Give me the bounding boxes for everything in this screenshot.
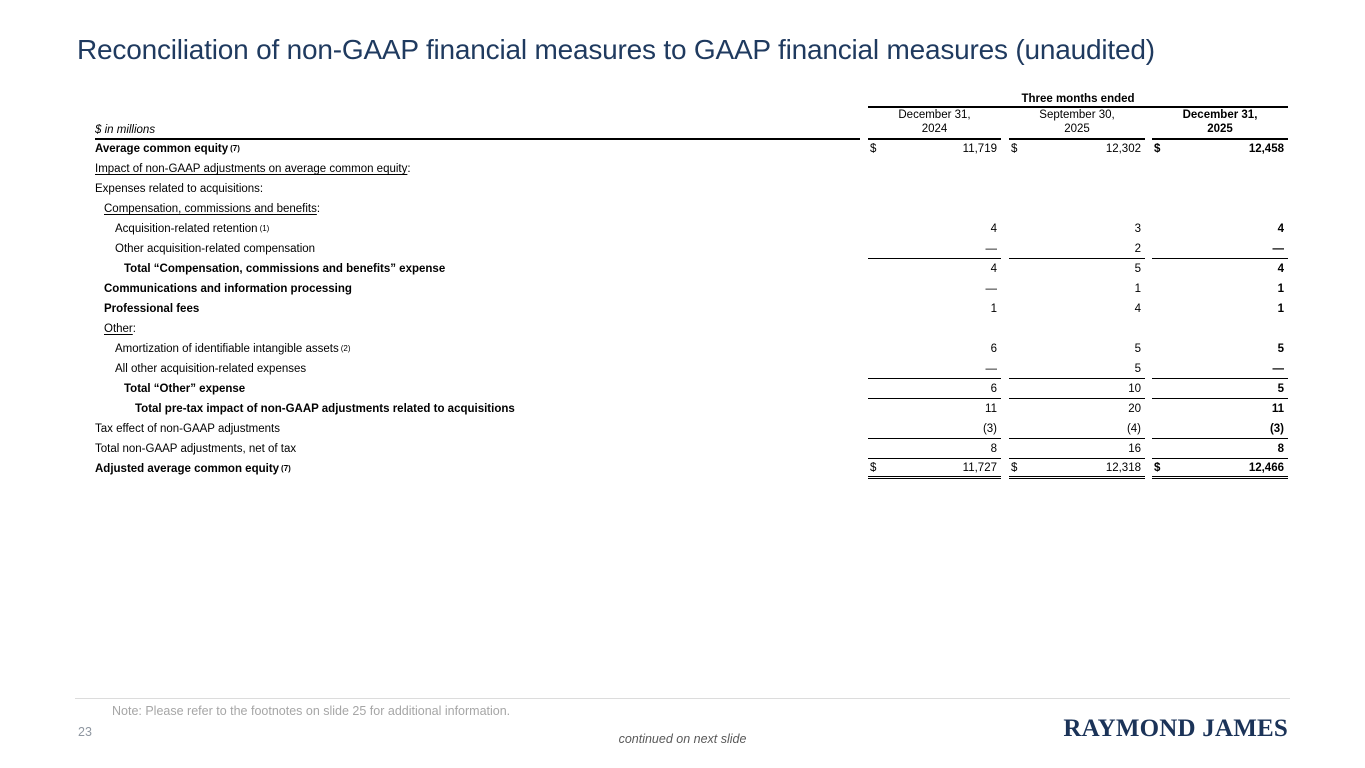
table-header: $ in millions December 31, 2024 September… [95, 108, 1288, 140]
table-row: Tax effect of non-GAAP adjustments (3) (… [95, 419, 1288, 439]
table-header-group: Three months ended [95, 92, 1288, 108]
table-row: Total “Compensation, commissions and ben… [124, 263, 1284, 275]
table-row: Total non-GAAP adjustments, net of tax 8… [95, 439, 1288, 459]
footnote-reference: Note: Please refer to the footnotes on s… [112, 704, 511, 718]
table-row: Professional fees 1 4 1 [104, 303, 1284, 315]
page-number: 23 [78, 725, 92, 739]
table-body: Average common equity (7) $11,719 $12,302… [95, 139, 1288, 479]
column-header-sep-2025: September 30, 2025 [1009, 108, 1145, 140]
units-label: $ in millions [95, 108, 860, 140]
column-group-header: Three months ended [868, 92, 1288, 108]
page-title: Reconciliation of non-GAAP financial mea… [77, 34, 1155, 65]
table-row: Adjusted average common equity (7) $11,72… [95, 459, 1288, 479]
table-row: Other: [104, 323, 136, 335]
table-row: Total “Other” expense 6 10 5 [95, 379, 1288, 399]
table-row: Compensation, commissions and benefits: [104, 203, 321, 215]
footer-divider [75, 698, 1290, 699]
table-row: Communications and information processin… [104, 283, 1284, 295]
table-row: Acquisition-related retention (1) 4 3 4 [115, 223, 1284, 235]
continued-note: continued on next slide [618, 732, 747, 746]
table-row: Total pre-tax impact of non-GAAP adjustm… [135, 403, 1284, 415]
column-header-dec-2024: December 31, 2024 [868, 108, 1001, 140]
table-row: Impact of non-GAAP adjustments on averag… [95, 163, 411, 175]
table-row: Expenses related to acquisitions: [95, 183, 264, 195]
column-header-dec-2025: December 31, 2025 [1152, 108, 1288, 140]
raymond-james-logo: RAYMOND JAMES [1063, 715, 1288, 742]
table-row: All other acquisition-related expenses —… [95, 359, 1288, 379]
table-row: Other acquisition-related compensation —… [95, 239, 1288, 259]
table-row: Amortization of identifiable intangible … [115, 343, 1284, 355]
reconciliation-table: Three months ended $ in millions Decembe… [95, 92, 1288, 479]
table-row: Average common equity (7) $11,719 $12,302… [95, 143, 1284, 155]
